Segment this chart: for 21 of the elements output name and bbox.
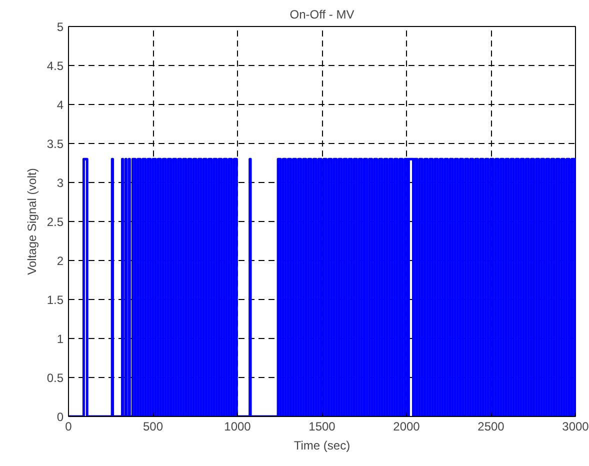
- y-tick-label: 2: [56, 254, 64, 268]
- x-tick-label: 0: [65, 420, 72, 434]
- chart-title: On-Off - MV: [290, 8, 354, 22]
- y-tick-label: 4: [56, 98, 64, 112]
- x-tick-label: 1500: [308, 420, 336, 434]
- y-tick-label: 5: [56, 20, 64, 34]
- y-tick-label: 2.5: [46, 215, 64, 229]
- y-tick-label: 0: [56, 410, 64, 424]
- y-tick-label: 1: [56, 332, 64, 346]
- x-tick-label: 2000: [393, 420, 420, 434]
- x-axis-title: Time (sec): [294, 438, 350, 452]
- y-tick-label: 4.5: [46, 59, 64, 73]
- y-tick-label: 0.5: [46, 371, 64, 385]
- x-tick-label: 2500: [478, 420, 505, 434]
- y-tick-label: 3: [56, 176, 64, 190]
- y-axis-title: Voltage Signal (volt): [24, 168, 39, 275]
- x-tick-label: 3000: [562, 420, 589, 434]
- x-tick-label: 1000: [224, 420, 252, 434]
- y-tick-label: 1.5: [46, 293, 64, 307]
- x-tick-label: 500: [142, 420, 164, 434]
- y-tick-label: 3.5: [46, 137, 64, 151]
